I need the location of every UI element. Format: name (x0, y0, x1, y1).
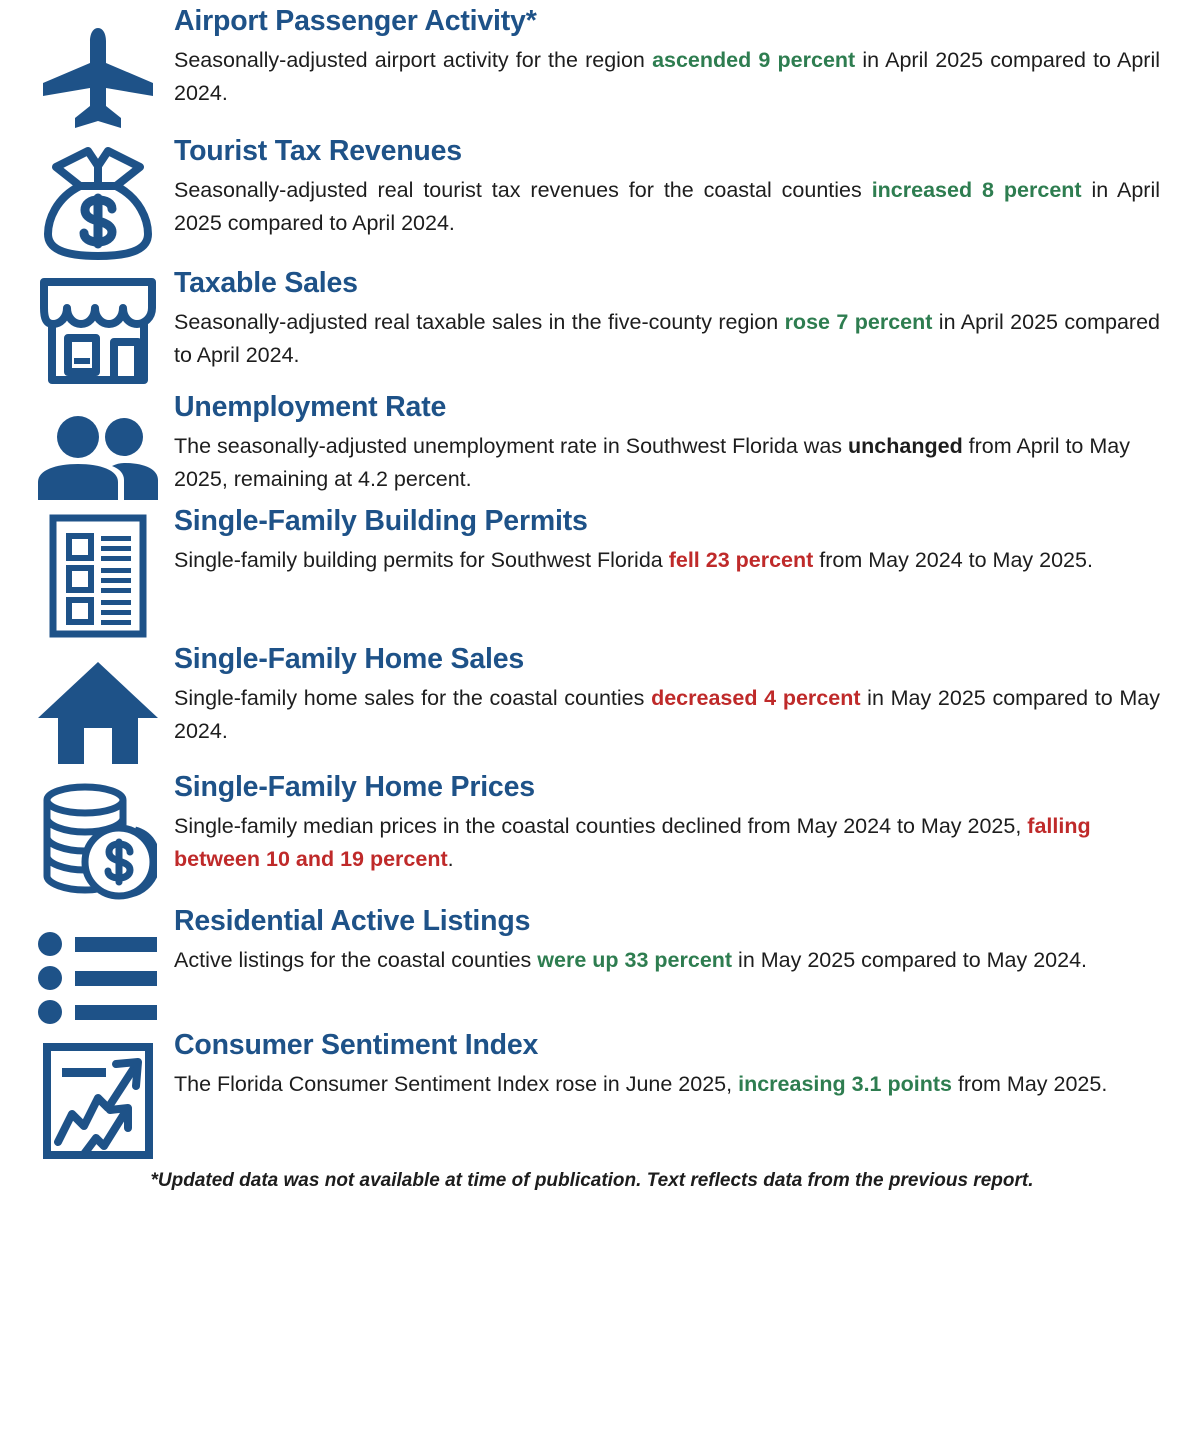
indicator-airport-passenger-activity: Airport Passenger Activity* Seasonally-a… (22, 5, 1162, 130)
indicator-residential-active-listings: Residential Active Listings Active listi… (22, 905, 1162, 1024)
body-pre: Single-family building permits for South… (174, 547, 669, 572)
indicator-body: Single-family median prices in the coast… (174, 810, 1160, 875)
indicator-single-family-home-sales: Single-Family Home Sales Single-family h… (22, 643, 1162, 766)
body-pre: Single-family median prices in the coast… (174, 813, 1028, 838)
body-pre: Single-family home sales for the coastal… (174, 685, 652, 710)
body-post: in May 2025 compared to May 2024. (174, 685, 1160, 743)
indicator-body: The Florida Consumer Sentiment Index ros… (174, 1068, 1160, 1101)
body-emphasis: increasing 3.1 points (738, 1071, 952, 1096)
body-pre: Seasonally-adjusted real taxable sales i… (174, 309, 785, 334)
coin-stack-icon (22, 772, 174, 900)
indicator-title: Single-Family Home Sales (174, 643, 524, 675)
indicator-body: Seasonally-adjusted airport activity for… (174, 44, 1160, 109)
body-pre: The Florida Consumer Sentiment Index ros… (174, 1071, 739, 1096)
indicator-body: Seasonally-adjusted real tourist tax rev… (174, 174, 1160, 239)
indicator-single-family-building-permits: Single-Family Building Permits Single-fa… (22, 505, 1162, 638)
indicator-text: Consumer Sentiment Index The Florida Con… (174, 1029, 1162, 1101)
indicator-text: Single-Family Home Prices Single-family … (174, 771, 1162, 875)
indicator-unemployment-rate: Unemployment Rate The seasonally-adjuste… (22, 391, 1162, 500)
airplane-icon (22, 6, 174, 130)
indicator-text: Unemployment Rate The seasonally-adjuste… (174, 391, 1162, 495)
body-emphasis: increased 8 percent (871, 177, 1082, 202)
body-post: in April 2025 compared to April 2024. (174, 177, 1160, 235)
house-icon (22, 644, 174, 766)
economic-indicators-summary: Airport Passenger Activity* Seasonally-a… (22, 5, 1162, 1191)
indicator-tourist-tax-revenues: Tourist Tax Revenues Seasonally-adjusted… (22, 135, 1162, 262)
checklist-document-icon (22, 506, 174, 638)
indicator-text: Single-Family Building Permits Single-fa… (174, 505, 1162, 577)
indicator-title: Residential Active Listings (174, 905, 531, 937)
body-emphasis: were up 33 percent (537, 947, 733, 972)
indicator-body: Active listings for the coastal counties… (174, 944, 1160, 977)
indicator-title: Tourist Tax Revenues (174, 135, 462, 167)
indicator-text: Taxable Sales Seasonally-adjusted real t… (174, 267, 1162, 371)
body-post: in April 2025 compared to April 2024. (174, 47, 1160, 105)
body-post: from May 2025. (951, 1071, 1108, 1096)
indicator-body: The seasonally-adjusted unemployment rat… (174, 430, 1160, 495)
body-emphasis: ascended 9 percent (652, 47, 856, 72)
indicator-title: Single-Family Home Prices (174, 771, 535, 803)
indicator-text: Residential Active Listings Active listi… (174, 905, 1162, 977)
body-emphasis: falling between 10 and 19 percent (174, 813, 1091, 871)
body-pre: The seasonally-adjusted unemployment rat… (174, 433, 849, 458)
indicator-body: Single-family building permits for South… (174, 544, 1160, 577)
money-bag-icon (22, 136, 174, 262)
body-emphasis: decreased 4 percent (651, 685, 861, 710)
indicator-title: Single-Family Building Permits (174, 505, 588, 537)
storefront-icon (22, 268, 174, 386)
indicator-text: Airport Passenger Activity* Seasonally-a… (174, 5, 1162, 109)
indicator-single-family-home-prices: Single-Family Home Prices Single-family … (22, 771, 1162, 900)
body-pre: Active listings for the coastal counties (174, 947, 538, 972)
body-post: in May 2025 compared to May 2024. (732, 947, 1088, 972)
people-icon (22, 392, 174, 500)
chart-up-arrows-icon (22, 1030, 174, 1160)
indicator-title: Unemployment Rate (174, 391, 447, 423)
bulleted-list-icon (22, 906, 174, 1024)
body-pre: Seasonally-adjusted airport activity for… (174, 47, 653, 72)
body-post: in April 2025 compared to April 2024. (174, 309, 1161, 367)
indicator-title: Airport Passenger Activity* (174, 5, 537, 37)
body-post: . (447, 846, 454, 871)
body-emphasis: rose 7 percent (784, 309, 933, 334)
body-post: from April to May 2025, remaining at 4.2… (174, 433, 1130, 491)
body-emphasis: fell 23 percent (668, 547, 814, 572)
footnote: *Updated data was not available at time … (150, 1170, 1034, 1191)
indicator-text: Single-Family Home Sales Single-family h… (174, 643, 1162, 747)
indicator-title: Consumer Sentiment Index (174, 1029, 539, 1061)
indicator-title: Taxable Sales (174, 267, 358, 299)
indicator-consumer-sentiment-index: Consumer Sentiment Index The Florida Con… (22, 1029, 1162, 1160)
indicator-body: Single-family home sales for the coastal… (174, 682, 1160, 747)
indicator-body: Seasonally-adjusted real taxable sales i… (174, 306, 1160, 371)
body-pre: Seasonally-adjusted real tourist tax rev… (174, 177, 872, 202)
body-post: from May 2024 to May 2025. (813, 547, 1093, 572)
indicator-text: Tourist Tax Revenues Seasonally-adjusted… (174, 135, 1162, 239)
body-emphasis: unchanged (848, 433, 963, 458)
indicator-taxable-sales: Taxable Sales Seasonally-adjusted real t… (22, 267, 1162, 386)
